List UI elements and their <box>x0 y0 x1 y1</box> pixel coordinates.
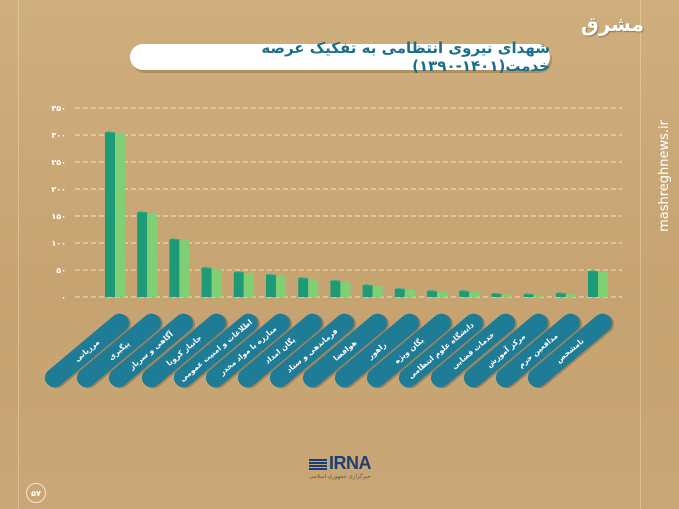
y-tick-label: ۲۵۰ <box>51 158 66 167</box>
decor-line <box>18 0 19 509</box>
bar-side <box>469 292 480 297</box>
bar-side <box>179 240 190 297</box>
bar-side <box>501 294 512 297</box>
bar-front <box>233 272 244 297</box>
bar-front <box>427 291 437 297</box>
bar-front <box>330 280 341 297</box>
bar-cap <box>491 292 502 295</box>
bar-side <box>147 213 158 297</box>
bar-cap <box>105 131 115 134</box>
bar-cap <box>523 293 534 296</box>
y-tick-label: ۰ <box>61 293 66 302</box>
bar-front <box>201 267 212 297</box>
bar-cap <box>394 287 405 290</box>
bar-side <box>533 295 544 297</box>
bar-front <box>394 288 405 297</box>
bar-side <box>598 272 608 297</box>
irna-subtitle: خبرگزاری جمهوری اسلامی <box>309 474 371 480</box>
bar-front <box>137 212 148 297</box>
bar-front <box>555 293 566 297</box>
bar-cap <box>266 273 276 276</box>
irna-wordmark: IRNA <box>329 453 372 473</box>
bar-front <box>105 132 115 297</box>
logo-text: مشرق <box>580 12 644 36</box>
page-number: ۵۷ <box>26 483 46 503</box>
bar-cap <box>588 270 598 273</box>
chart-title: شهدای نیروی انتظامی به تفکیک عرصه خدمت(۱… <box>261 39 550 75</box>
y-tick-label: ۳۵۰ <box>51 104 66 113</box>
bar-cap <box>427 290 437 293</box>
irna-emblem-icon <box>309 459 327 470</box>
bar-front <box>169 239 180 297</box>
bar-front <box>266 274 276 297</box>
y-tick-label: ۵۰ <box>56 266 66 275</box>
y-tick-label: ۱۵۰ <box>51 212 66 221</box>
bar-cap <box>555 292 566 295</box>
bar-front <box>362 285 373 297</box>
bar-cap <box>330 279 341 282</box>
decor-line <box>640 0 641 509</box>
y-tick-label: ۳۰۰ <box>51 131 66 140</box>
bar-front <box>298 278 309 297</box>
bar-cap <box>362 284 373 287</box>
bar-cap <box>459 290 470 293</box>
bar-cap <box>298 277 309 280</box>
bar-side <box>565 294 576 297</box>
bar-side <box>211 268 222 297</box>
mashregh-logo: مشرق <box>581 12 644 36</box>
bar-side <box>243 273 254 297</box>
bar-side <box>437 292 447 297</box>
y-tick-label: ۲۰۰ <box>51 185 66 194</box>
bar-side <box>115 133 125 297</box>
bar-side <box>340 281 351 297</box>
y-tick-label: ۱۰۰ <box>51 239 66 248</box>
bar-front <box>588 271 598 297</box>
bar-side <box>404 289 415 297</box>
irna-logo: IRNA خبرگزاری جمهوری اسلامی <box>305 453 375 480</box>
bar-cap <box>201 266 212 269</box>
bar-front <box>523 294 534 297</box>
bar-front <box>459 291 470 297</box>
bar-cap <box>233 271 244 274</box>
bar-side <box>372 286 383 297</box>
bar-side <box>276 275 286 297</box>
bar-cap <box>137 211 148 214</box>
bar-front <box>491 293 502 297</box>
chart-title-banner: شهدای نیروی انتظامی به تفکیک عرصه خدمت(۱… <box>130 39 550 75</box>
bar-side <box>308 279 319 297</box>
bar-cap <box>169 238 180 241</box>
